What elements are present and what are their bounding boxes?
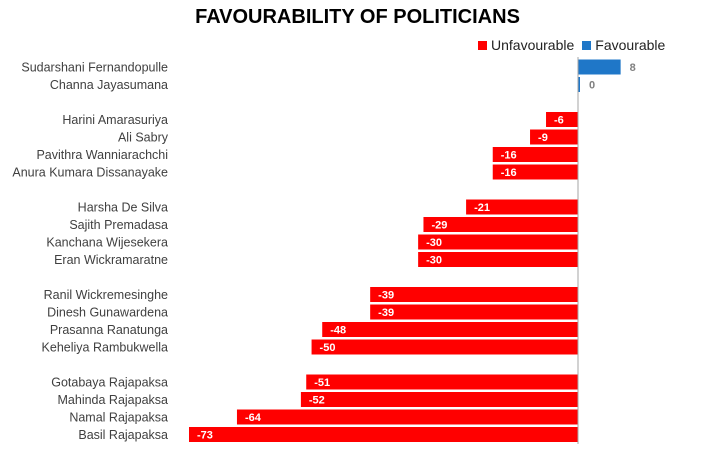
value-label-eran-wickramaratne: -30 (426, 255, 442, 267)
bar-kanchana-wijesekera (418, 234, 578, 250)
value-label-prasanna-ranatunga: -48 (330, 325, 346, 337)
value-label-dinesh-gunawardena: -39 (378, 307, 394, 319)
bar-eran-wickramaratne (418, 252, 578, 267)
bar-dinesh-gunawardena (370, 304, 578, 320)
category-label-keheliya-rambukwella: Keheliya Rambukwella (42, 341, 169, 355)
bar-harsha-de-silva (466, 199, 578, 215)
chart-legend: Unfavourable Favourable (478, 37, 673, 53)
category-label-ali-sabry: Ali Sabry (118, 131, 169, 145)
bar-keheliya-rambukwella (311, 339, 578, 355)
legend-item-unfavourable: Unfavourable (478, 37, 574, 53)
legend-label-unfavourable: Unfavourable (491, 37, 575, 53)
bar-ranil-wickremesinghe (370, 287, 578, 302)
category-label-gotabaya-rajapaksa: Gotabaya Rajapaksa (51, 376, 168, 390)
value-label-namal-rajapaksa: -64 (245, 412, 262, 424)
category-label-prasanna-ranatunga: Prasanna Ranatunga (50, 323, 168, 337)
bar-pavithra-wanniarachchi (492, 147, 578, 162)
value-label-harsha-de-silva: -21 (474, 202, 490, 214)
legend-swatch-favourable (582, 40, 592, 50)
value-label-gotabaya-rajapaksa: -51 (314, 377, 330, 389)
bar-namal-rajapaksa (236, 409, 578, 425)
bar-basil-rajapaksa (189, 427, 578, 442)
value-label-channa-jayasumana: 0 (589, 80, 595, 92)
category-label-anura-kumara-dissanayake: Anura Kumara Dissanayake (12, 166, 168, 180)
value-label-harini-amarasuriya: -6 (554, 115, 564, 127)
value-label-mahinda-rajapaksa: -52 (309, 395, 325, 407)
category-label-kanchana-wijesekera: Kanchana Wijesekera (46, 236, 168, 250)
legend-item-favourable: Favourable (582, 37, 665, 53)
bar-sudarshani-fernandopulle (578, 59, 621, 75)
value-label-ali-sabry: -9 (538, 132, 548, 144)
value-label-sajith-premadasa: -29 (431, 220, 447, 232)
chart-title: FAVOURABILITY OF POLITICIANS (195, 6, 520, 28)
legend-swatch-unfavourable (478, 40, 487, 50)
category-label-harsha-de-silva: Harsha De Silva (78, 201, 168, 215)
bar-anura-kumara-dissanayake (492, 164, 578, 180)
value-label-ranil-wickremesinghe: -39 (378, 290, 394, 302)
legend-label-favourable: Favourable (595, 37, 666, 53)
value-label-pavithra-wanniarachchi: -16 (501, 150, 517, 162)
bar-mahinda-rajapaksa (300, 392, 578, 407)
bar-prasanna-ranatunga (322, 322, 578, 337)
category-label-sudarshani-fernandopulle: Sudarshani Fernandopulle (21, 61, 168, 75)
category-label-dinesh-gunawardena: Dinesh Gunawardena (47, 306, 168, 320)
category-label-ranil-wickremesinghe: Ranil Wickremesinghe (44, 288, 168, 302)
category-label-pavithra-wanniarachchi: Pavithra Wanniarachchi (36, 148, 168, 162)
bar-channa-jayasumana (578, 77, 580, 92)
value-label-kanchana-wijesekera: -30 (426, 237, 442, 249)
category-label-basil-rajapaksa: Basil Rajapaksa (78, 428, 168, 442)
bar-harini-amarasuriya (546, 112, 578, 127)
category-label-harini-amarasuriya: Harini Amarasuriya (62, 113, 168, 127)
category-label-channa-jayasumana: Channa Jayasumana (50, 78, 168, 92)
value-label-keheliya-rambukwella: -50 (320, 342, 336, 354)
category-label-namal-rajapaksa: Namal Rajapaksa (69, 411, 168, 425)
bar-gotabaya-rajapaksa (306, 374, 578, 390)
bar-sajith-premadasa (423, 217, 578, 232)
bar-ali-sabry (530, 129, 578, 145)
category-label-sajith-premadasa: Sajith Premadasa (69, 218, 168, 232)
value-label-sudarshani-fernandopulle: 8 (630, 62, 636, 74)
value-label-basil-rajapaksa: -73 (197, 430, 213, 442)
category-label-mahinda-rajapaksa: Mahinda Rajapaksa (58, 393, 169, 407)
category-label-eran-wickramaratne: Eran Wickramaratne (54, 253, 168, 267)
value-label-anura-kumara-dissanayake: -16 (501, 167, 517, 179)
